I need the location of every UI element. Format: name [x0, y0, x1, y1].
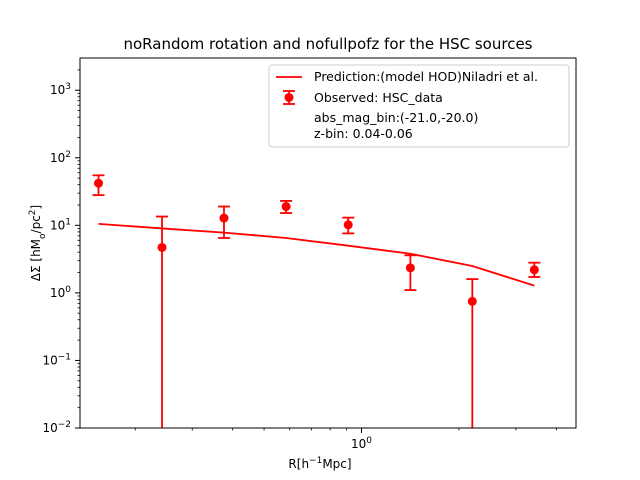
observed-point-6 [404, 254, 417, 291]
y-tick-label: 10−2 [42, 420, 71, 435]
y-tick-label: 101 [50, 217, 71, 232]
data-point-7 [467, 296, 477, 306]
data-point-1 [94, 178, 104, 188]
observed-point-2 [156, 215, 169, 428]
y-tick-label: 10−1 [42, 352, 71, 367]
data-point-2 [157, 242, 167, 252]
observed-point-4 [280, 200, 293, 214]
chart-title: noRandom rotation and nofullpofz for the… [123, 35, 532, 53]
y-tick-label: 103 [50, 82, 71, 97]
observed-point-1 [92, 174, 105, 197]
x-axis-label: R[h−1Mpc] [288, 456, 351, 471]
legend-label-observed: Observed: HSC_data [314, 90, 443, 105]
data-point-3 [219, 213, 229, 223]
annotation-z-bin: z-bin: 0.04-0.06 [314, 126, 413, 141]
data-marks [92, 174, 541, 428]
plot-frame [79, 57, 577, 429]
legend-box [268, 64, 570, 148]
prediction-line [98, 223, 535, 287]
y-axis-label: ΔΣ [hMo/pc2] [28, 205, 48, 281]
legend: Prediction:(model HOD)Niladri et al. Obs… [268, 64, 570, 148]
observed-point-8 [528, 261, 541, 278]
y-tick-label: 100 [50, 285, 71, 300]
data-point-6 [405, 263, 415, 273]
observed-point-5 [342, 216, 355, 235]
legend-label-prediction: Prediction:(model HOD)Niladri et al. [314, 69, 538, 84]
data-point-8 [529, 265, 539, 275]
x-tick-label: 100 [351, 436, 372, 451]
data-point-4 [281, 202, 291, 212]
observed-point-7 [466, 278, 479, 428]
annotation-abs-mag-bin: abs_mag_bin:(-21.0,-20.0) [314, 110, 478, 125]
y-tick-label: 102 [50, 150, 71, 165]
legend-errorbar-swatch [283, 90, 295, 105]
data-point-5 [343, 220, 353, 230]
observed-point-3 [217, 205, 230, 239]
